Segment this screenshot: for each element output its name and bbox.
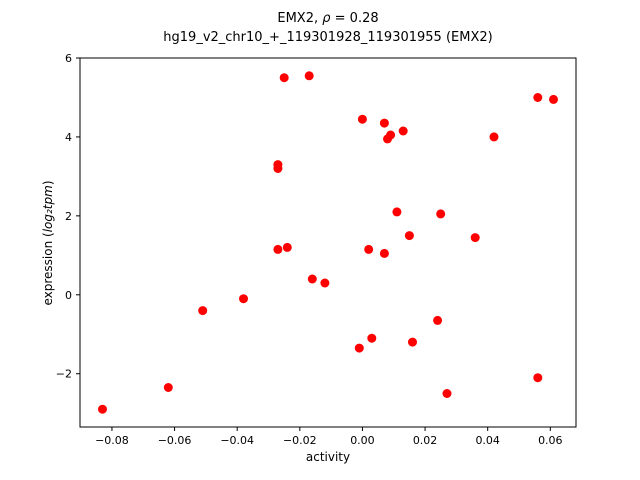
data-point xyxy=(239,294,248,304)
data-point xyxy=(379,248,389,258)
data-point xyxy=(282,242,292,252)
data-point xyxy=(307,274,317,284)
y-tick-label: 4 xyxy=(65,131,72,144)
x-axis-label: activity xyxy=(305,450,351,464)
chart-title-gene: EMX2, xyxy=(277,11,323,26)
chart-title-rho: ρ xyxy=(322,11,331,26)
x-tick-label: −0.02 xyxy=(283,434,317,447)
data-point xyxy=(367,333,377,343)
data-point xyxy=(433,315,443,325)
data-point xyxy=(279,73,289,83)
data-point xyxy=(533,93,543,102)
x-tick-label: 0.06 xyxy=(538,434,563,447)
chart-title-value: = 0.28 xyxy=(330,11,379,26)
data-point xyxy=(392,207,402,217)
y-axis-label-suffix: ) xyxy=(41,180,55,186)
y-tick-label: −2 xyxy=(56,368,72,381)
y-axis-label-math: log₂tpm xyxy=(41,185,55,233)
data-point xyxy=(354,343,364,353)
x-tick-label: 0.00 xyxy=(350,434,375,447)
y-tick-label: 6 xyxy=(65,52,72,65)
data-point xyxy=(320,278,330,288)
y-axis-label-prefix: expression ( xyxy=(41,232,55,306)
data-point xyxy=(98,404,107,414)
data-point xyxy=(533,373,543,383)
data-point xyxy=(386,130,396,140)
x-tick-label: 0.02 xyxy=(413,434,438,447)
data-point xyxy=(404,231,414,241)
x-axis: −0.08 −0.06 −0.04 −0.02 0.00 0.02 0.04 0.06 xyxy=(95,427,563,447)
y-axis: −2 0 2 4 6 xyxy=(56,52,80,381)
data-point xyxy=(379,118,389,128)
x-tick-label: −0.04 xyxy=(220,434,254,447)
x-tick-label: −0.06 xyxy=(158,434,192,447)
scatter-series xyxy=(98,71,558,414)
data-point xyxy=(549,94,558,104)
y-axis-label: expression (log₂tpm) xyxy=(41,133,55,353)
x-tick-label: −0.08 xyxy=(95,434,129,447)
data-point xyxy=(442,389,452,398)
y-tick-label: 0 xyxy=(65,289,72,302)
data-point xyxy=(364,244,374,254)
data-point xyxy=(198,306,208,316)
data-point xyxy=(408,337,417,347)
chart-subtitle: hg19_v2_chr10_+_119301928_119301955 (EMX… xyxy=(163,30,493,45)
data-point xyxy=(273,164,283,173)
data-point xyxy=(304,71,314,81)
plot-frame xyxy=(79,57,577,428)
x-tick-label: 0.04 xyxy=(475,434,500,447)
chart-title: EMX2, ρ = 0.28 xyxy=(80,9,576,28)
chart-title-block: EMX2, ρ = 0.28 hg19_v2_chr10_+_119301928… xyxy=(80,9,576,47)
data-point xyxy=(273,244,283,254)
data-point xyxy=(489,132,499,142)
data-point xyxy=(470,233,480,243)
data-point xyxy=(163,383,173,392)
y-tick-label: 2 xyxy=(65,210,72,223)
data-point xyxy=(398,126,408,136)
data-point xyxy=(436,209,446,219)
data-point xyxy=(357,114,367,124)
